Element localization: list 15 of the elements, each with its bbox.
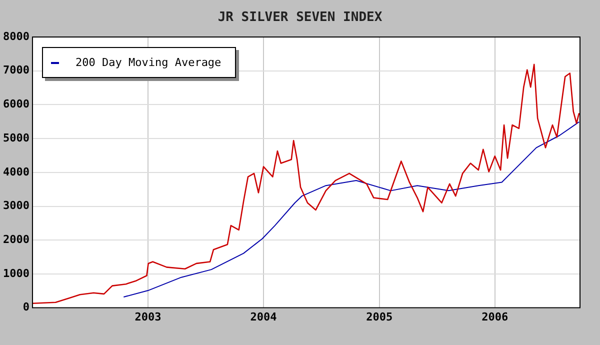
y-tick-label: 0 (22, 300, 30, 314)
x-tick-label: 2005 (366, 310, 393, 324)
y-tick-label: 8000 (2, 30, 30, 43)
y-tick-label: 3000 (2, 199, 30, 212)
y-tick-label: 6000 (2, 98, 30, 111)
x-tick-label: 2006 (482, 310, 508, 324)
y-tick-label: 4000 (2, 165, 30, 178)
y-tick-label: 1000 (2, 266, 30, 280)
chart-title: JR SILVER SEVEN INDEX (216, 10, 384, 25)
y-tick-label: 5000 (2, 131, 30, 144)
y-tick-label: 2000 (2, 232, 30, 246)
legend-label: 200 Day Moving Average (75, 56, 222, 69)
x-tick-label: 2004 (250, 310, 278, 324)
y-tick-label: 7000 (2, 64, 30, 77)
x-tick-label: 2003 (134, 310, 162, 324)
